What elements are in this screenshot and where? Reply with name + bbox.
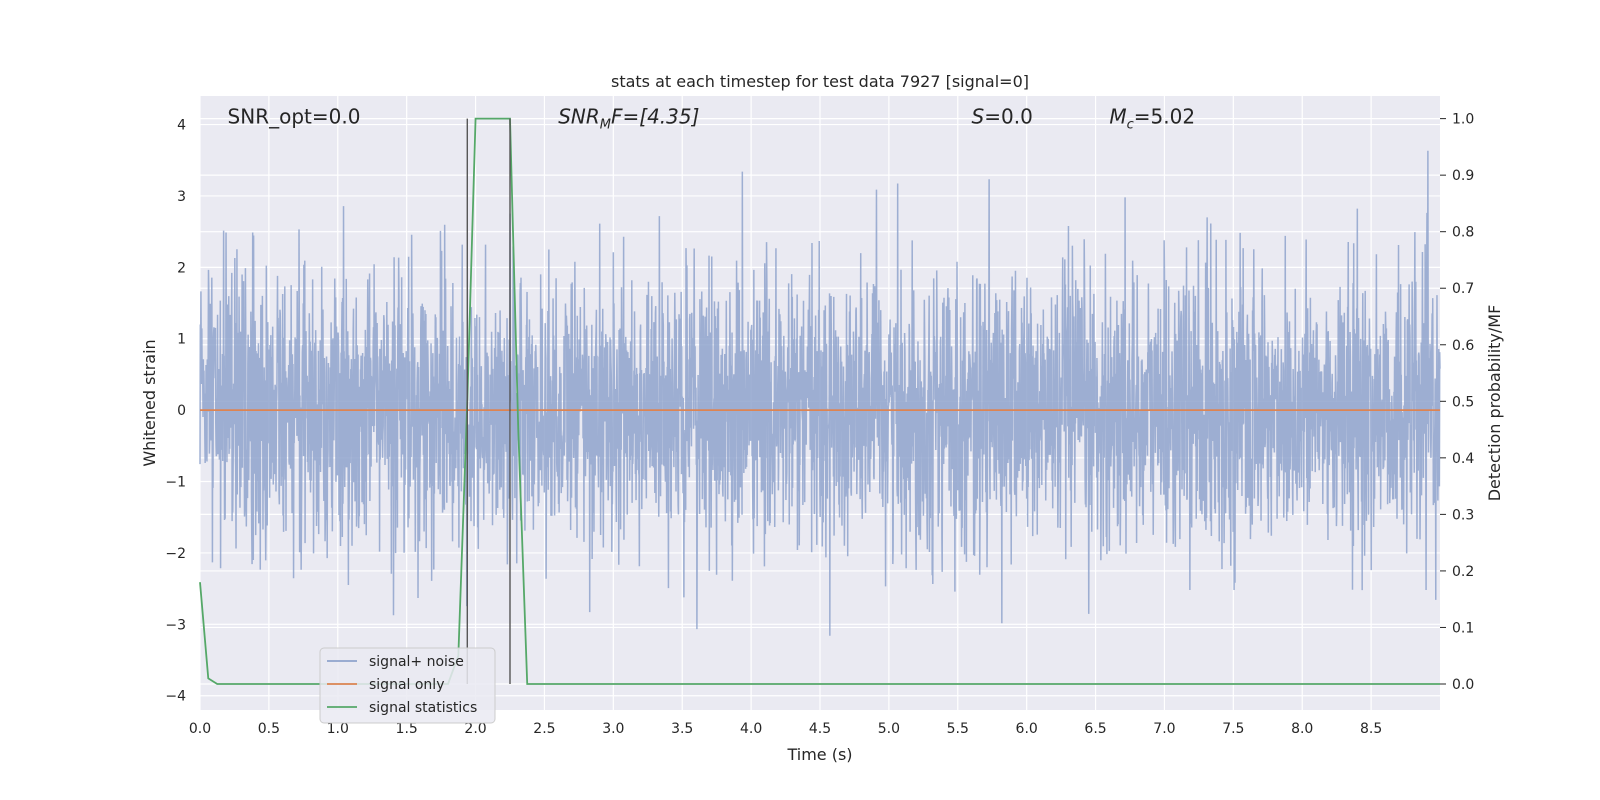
vlines [466, 118, 511, 684]
y-tick-label: 0 [177, 403, 186, 419]
y-tick-label: 4 [177, 118, 186, 134]
x-tick-label: 0.0 [189, 721, 211, 737]
legend-label-signal-noise: signal+ noise [369, 654, 464, 670]
y2-tick-label: 0.2 [1452, 564, 1474, 580]
x-tick-label: 6.5 [1084, 721, 1106, 737]
x-tick-label: 5.5 [947, 721, 969, 737]
x-tick-label: 8.0 [1291, 721, 1313, 737]
x-tick-label: 1.5 [396, 721, 418, 737]
annotations: SNR_opt=0.0 SNRMF=[4.35] S=0.0 Mc=5.02 [228, 104, 1195, 132]
x-tick-label: 2.0 [464, 721, 486, 737]
y2-tick-label: 0.1 [1452, 620, 1474, 636]
annotation-text: SNR_opt=0.0 [228, 104, 361, 128]
x-tick-label: 3.0 [602, 721, 624, 737]
x-tick-label: 8.5 [1360, 721, 1382, 737]
y2-tick-label: 0.4 [1452, 451, 1474, 467]
x-tick-label: 7.5 [1222, 721, 1244, 737]
legend-label-signal-only: signal only [369, 677, 444, 693]
annotation-text: Mc=5.02 [1109, 104, 1195, 132]
x-tick-label: 7.0 [1153, 721, 1175, 737]
annotation-text: S=0.0 [972, 104, 1033, 128]
y-tick-label: −4 [165, 689, 186, 705]
annotation-text: SNRMF=[4.35] [558, 104, 699, 132]
signal-noise-line [199, 150, 1441, 636]
legend-box [319, 647, 496, 724]
y-tick-label: −3 [165, 617, 186, 633]
x-tick-label: 6.0 [1016, 721, 1038, 737]
y-tick-label: 1 [177, 332, 186, 348]
legend: signal+ noise signal only signal statist… [319, 647, 496, 724]
y2-tick-label: 0.9 [1452, 168, 1474, 184]
y2-tick-label: 0.8 [1452, 225, 1474, 241]
x-tick-label: 5.0 [878, 721, 900, 737]
x-tick-label: 2.5 [533, 721, 555, 737]
x-tick-label: 0.5 [258, 721, 280, 737]
y-tick-label: −2 [165, 546, 186, 562]
y-tick-label: 3 [177, 189, 186, 205]
y2-tick-label: 1.0 [1452, 112, 1474, 128]
signal-noise-series [199, 150, 1441, 636]
y2-tick-label: 0.3 [1452, 507, 1474, 523]
y2-axis-label: Detection probability/MF [1485, 305, 1504, 502]
x-tick-label: 4.5 [809, 721, 831, 737]
y-tick-label: 2 [177, 260, 186, 276]
y2-tick-label: 0.5 [1452, 394, 1474, 410]
legend-label-signal-statistics: signal statistics [369, 700, 477, 716]
x-tick-label: 1.0 [327, 721, 349, 737]
y2-tick-label: 0.6 [1452, 338, 1474, 354]
chart-title: stats at each timestep for test data 792… [611, 72, 1029, 91]
y-axis-label: Whitened strain [140, 339, 159, 466]
y2-tick-label: 0.7 [1452, 281, 1474, 297]
x-tick-label: 3.5 [671, 721, 693, 737]
tick-labels: 0.0 0.5 1.0 1.5 2.0 2.5 3.0 3.5 4.0 4.5 5.0 5.5 6.0 6… [165, 112, 1474, 737]
x-tick-label: 4.0 [740, 721, 762, 737]
y-tick-label: −1 [165, 475, 186, 491]
y2-tick-label: 0.0 [1452, 677, 1474, 693]
x-axis-label: Time (s) [786, 745, 852, 764]
